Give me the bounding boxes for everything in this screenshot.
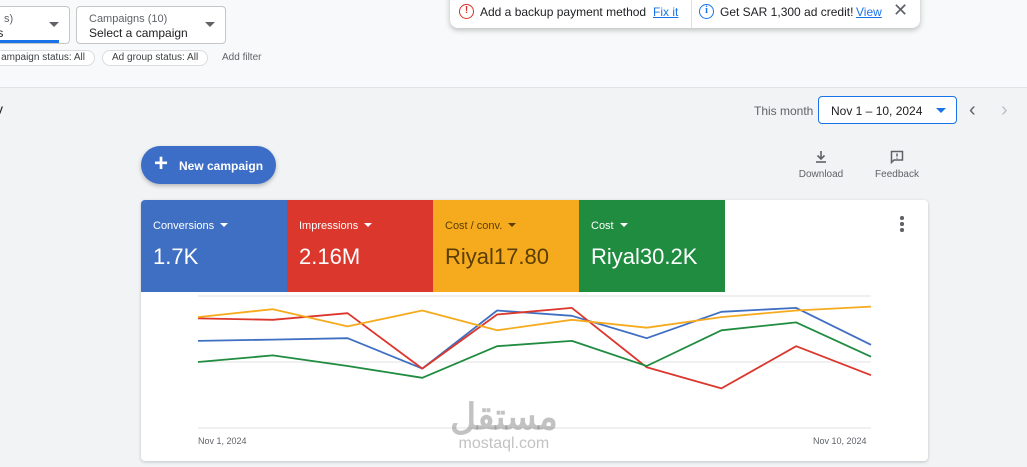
download-button[interactable]: Download — [795, 149, 847, 180]
watermark-latin: mostaql.com — [458, 435, 550, 452]
performance-card: Conversions 1.7K Impressions 2.16M Cost … — [141, 200, 928, 461]
series-line-2 — [197, 306, 872, 390]
campaign-selector-caption: Campaigns (10) — [89, 13, 168, 25]
chevron-down-icon — [508, 223, 517, 227]
metric-label: Impressions — [299, 220, 359, 232]
chevron-down-icon — [220, 223, 229, 227]
add-filter-button[interactable]: Add filter — [222, 52, 262, 63]
metric-value: Riyal17.80 — [445, 244, 549, 269]
metric-label: Cost — [591, 220, 614, 232]
download-label: Download — [798, 169, 844, 180]
metric-tile-cost[interactable]: Cost Riyal30.2K — [579, 200, 725, 292]
series-line-4 — [197, 321, 872, 379]
metric-value: 2.16M — [299, 244, 361, 269]
feedback-button[interactable]: Feedback — [872, 149, 922, 180]
metric-tile-conversions[interactable]: Conversions 1.7K — [141, 200, 287, 292]
page-title: v — [0, 101, 3, 117]
warning-icon: ! — [459, 4, 474, 19]
more-options-icon[interactable] — [898, 216, 906, 234]
date-range-label: This month — [754, 104, 814, 118]
series-line-1 — [197, 306, 872, 370]
chevron-down-icon — [936, 108, 946, 113]
notification-bar: ! Add a backup payment method Fix it i G… — [450, 0, 920, 28]
view-link[interactable]: View — [856, 5, 882, 19]
metric-value: Riyal30.2K — [591, 244, 698, 269]
backup-payment-message: Add a backup payment method — [480, 5, 647, 19]
series-line-3 — [197, 305, 872, 332]
watermark-arabic: مستقل — [450, 396, 558, 437]
metric-label: Conversions — [153, 220, 215, 232]
campaign-selector[interactable]: Campaigns (10) Select a campaign — [76, 6, 226, 44]
campaign-type-selector-caption: s) — [4, 13, 14, 25]
info-icon: i — [699, 4, 714, 19]
x-axis-tick-end: Nov 10, 2024 — [813, 436, 867, 446]
campaign-type-selector[interactable]: s) paigns — [0, 6, 70, 44]
selected-indicator — [0, 40, 59, 43]
metric-label: Cost / conv. — [445, 220, 503, 232]
ad-group-status-filter-chip[interactable]: Ad group status: All — [102, 50, 209, 66]
metric-value: 1.7K — [153, 244, 199, 269]
close-icon[interactable]: ✕ — [893, 0, 909, 20]
watermark: مستقل mostaql.com — [450, 398, 558, 452]
metric-tile-impressions[interactable]: Impressions 2.16M — [287, 200, 433, 292]
new-campaign-label: New campaign — [179, 159, 264, 173]
campaign-type-selector-value: paigns — [0, 26, 4, 40]
previous-period-button[interactable]: ‹ — [969, 99, 976, 121]
campaign-selector-value: Select a campaign — [89, 26, 188, 40]
divider — [691, 0, 692, 28]
chevron-down-icon — [49, 22, 59, 27]
date-range-value: Nov 1 – 10, 2024 — [831, 104, 923, 118]
fix-it-link[interactable]: Fix it — [653, 5, 679, 19]
chevron-down-icon — [205, 22, 215, 27]
download-icon — [816, 151, 826, 163]
chevron-down-icon — [364, 223, 373, 227]
chevron-down-icon — [619, 223, 628, 227]
metric-tile-cost-per-conversion[interactable]: Cost / conv. Riyal17.80 — [433, 200, 579, 292]
next-period-button[interactable]: › — [1001, 99, 1008, 121]
plus-icon: + — [154, 150, 169, 177]
feedback-icon — [890, 150, 904, 165]
performance-line-chart — [197, 295, 872, 429]
new-campaign-button[interactable]: + New campaign — [141, 146, 276, 184]
x-axis-tick-start: Nov 1, 2024 — [198, 436, 247, 446]
feedback-label: Feedback — [875, 169, 919, 180]
campaign-status-filter-chip[interactable]: ampaign status: All — [0, 50, 95, 66]
ad-credit-message: Get SAR 1,300 ad credit! — [720, 5, 854, 19]
date-range-picker[interactable]: Nov 1 – 10, 2024 — [818, 96, 957, 124]
